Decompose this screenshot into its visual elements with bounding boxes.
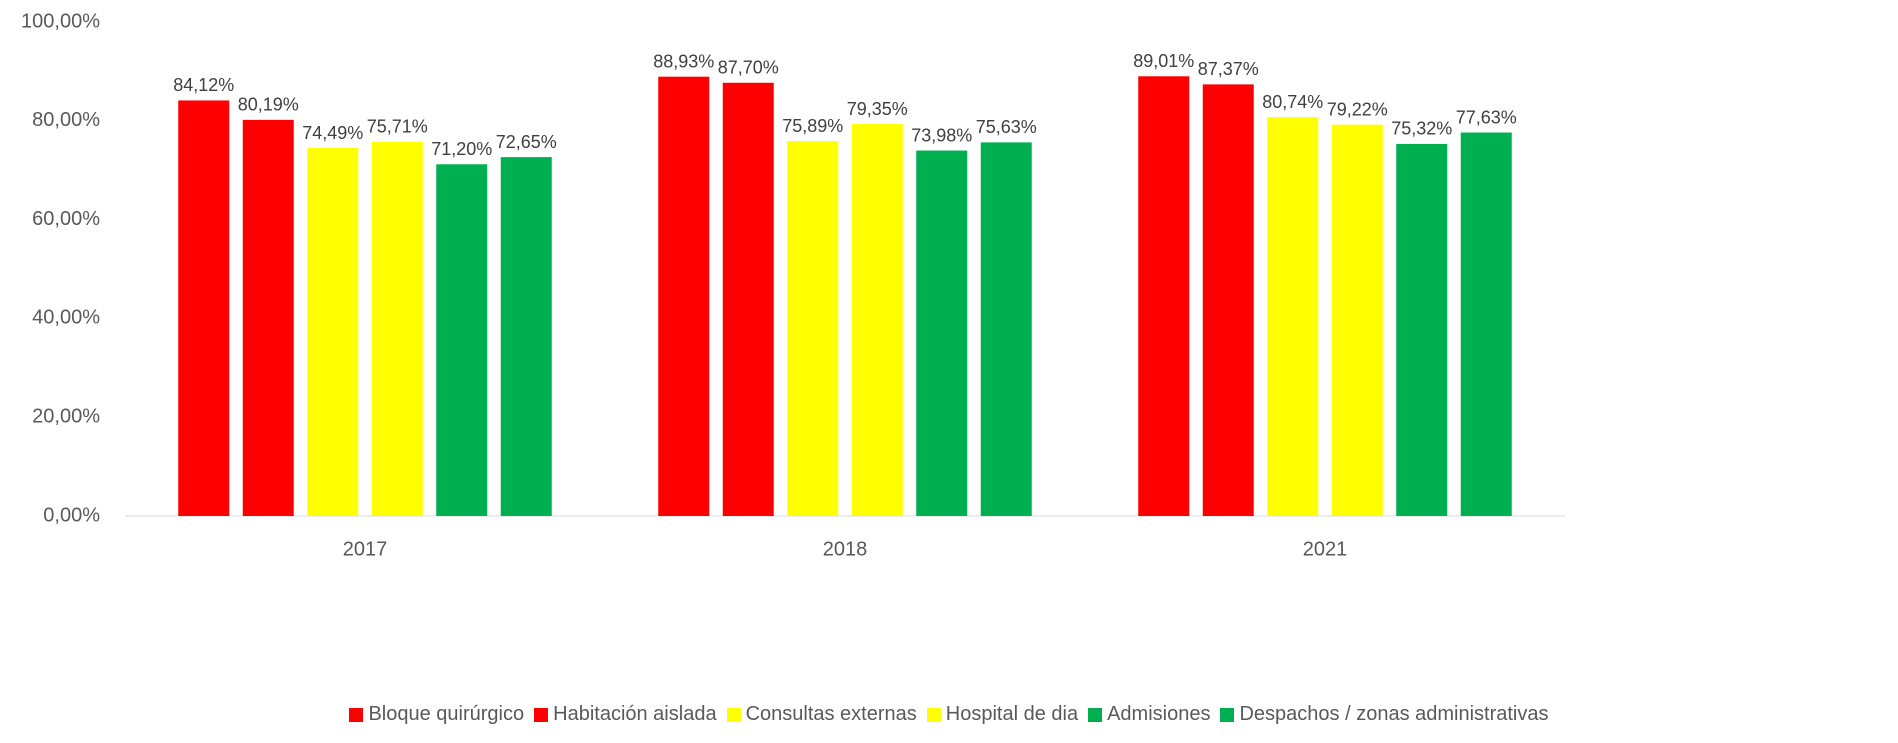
bar	[851, 124, 903, 517]
legend-item: Despachos / zonas administrativas	[1220, 703, 1549, 726]
legend-label: Hospital de dia	[945, 703, 1079, 725]
legend-swatch	[534, 707, 549, 722]
legend-swatch	[349, 707, 364, 722]
legend-label: Bloque quirúrgico	[368, 703, 525, 725]
legend-swatch	[1220, 707, 1235, 722]
legend-label: Despachos / zonas administrativas	[1239, 703, 1549, 725]
legend-item: Consultas externas	[726, 703, 917, 726]
legend-swatch	[1088, 707, 1103, 722]
chart: 0,00% 20,00% 40,00% 60,00% 80,00% 100,00% 2017…	[21, 10, 1565, 560]
data-label: 75,89%	[782, 116, 843, 136]
y-tick-label: 20,00%	[32, 405, 100, 427]
y-tick-label: 0,00%	[43, 504, 100, 526]
data-label: 73,98%	[911, 125, 972, 145]
data-label: 79,22%	[1327, 99, 1388, 119]
data-label: 84,12%	[173, 75, 234, 95]
data-label: 74,49%	[302, 123, 363, 143]
data-label: 71,20%	[431, 139, 492, 159]
bar	[436, 164, 488, 516]
bar	[178, 100, 230, 516]
y-tick-label: 100,00%	[21, 10, 100, 32]
bar	[500, 157, 552, 516]
legend-label: Admisiones	[1107, 703, 1211, 725]
bar	[1460, 132, 1512, 516]
y-tick-label: 80,00%	[32, 109, 100, 131]
legend-item: Admisiones	[1088, 703, 1210, 726]
data-label: 75,63%	[976, 117, 1037, 137]
bar	[1202, 84, 1254, 516]
x-tick-label: 2017	[343, 538, 388, 560]
data-label: 75,32%	[1391, 119, 1452, 139]
bar	[1138, 76, 1190, 517]
legend-swatch	[926, 707, 941, 722]
y-tick-label: 40,00%	[32, 307, 100, 329]
data-label: 87,70%	[718, 58, 779, 78]
data-label: 79,35%	[847, 99, 908, 119]
bar	[658, 76, 710, 517]
legend-label: Habitación aislada	[553, 703, 717, 725]
bar	[916, 150, 968, 516]
bar	[307, 148, 359, 516]
bar	[1267, 117, 1319, 516]
legend-item: Bloque quirúrgico	[349, 703, 524, 726]
bar	[1396, 143, 1448, 517]
bar	[1331, 124, 1383, 516]
data-label: 77,63%	[1456, 107, 1517, 127]
bar	[722, 82, 774, 517]
bar	[787, 141, 839, 516]
data-label: 80,74%	[1262, 92, 1323, 112]
x-tick-label: 2018	[823, 538, 868, 560]
legend-swatch	[726, 707, 741, 722]
data-label: 88,93%	[653, 51, 714, 71]
bar	[242, 119, 294, 517]
data-label: 75,71%	[367, 117, 428, 137]
x-tick-label: 2021	[1303, 538, 1348, 560]
legend-item: Habitación aislada	[534, 703, 717, 726]
y-tick-label: 60,00%	[32, 208, 100, 230]
data-label: 80,19%	[238, 95, 299, 115]
data-label: 89,01%	[1133, 51, 1194, 71]
data-label: 72,65%	[496, 132, 557, 152]
legend-label: Consultas externas	[745, 703, 917, 725]
bar	[980, 142, 1032, 516]
bar	[371, 141, 423, 516]
data-label: 87,37%	[1198, 59, 1259, 79]
legend-item: Hospital de dia	[926, 703, 1079, 726]
legend: Bloque quirúrgico Habitación aislada Consu…	[0, 703, 1898, 726]
